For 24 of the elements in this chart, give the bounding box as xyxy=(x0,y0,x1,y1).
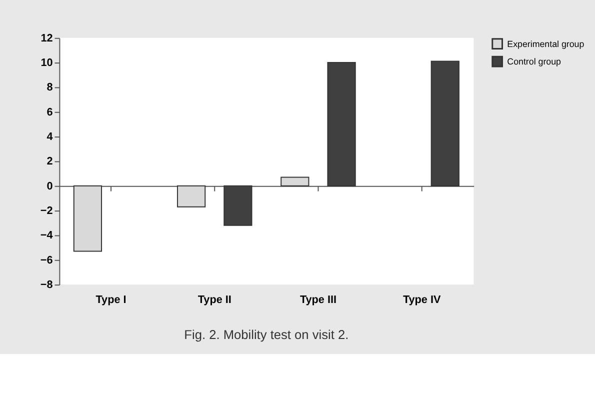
y-tick-label: 4 xyxy=(46,131,53,143)
y-tick-label: 2 xyxy=(46,156,53,168)
bar xyxy=(430,60,460,186)
bar xyxy=(280,176,310,186)
y-tick-label: −8 xyxy=(40,279,53,292)
y-tick-label: −4 xyxy=(40,230,53,242)
y-tick-label: −2 xyxy=(40,205,53,218)
bar xyxy=(327,62,356,186)
bar xyxy=(73,185,102,252)
x-tick-label: Type I xyxy=(96,294,126,306)
legend-label: Experimental group xyxy=(507,38,584,49)
caption: Fig. 2. Mobility test on visit 2. xyxy=(184,326,349,342)
bar xyxy=(176,185,206,208)
x-tick-label: Type IV xyxy=(402,294,442,306)
y-tick-label: 8 xyxy=(46,82,53,94)
legend-label: Control group xyxy=(507,56,562,67)
x-tick-label: Type II xyxy=(198,294,232,306)
y-tick-label: −6 xyxy=(40,254,53,266)
y-tick-label: 12 xyxy=(40,32,53,44)
y-tick-label: 6 xyxy=(46,106,53,118)
bar xyxy=(224,185,252,226)
y-tick-label: 0 xyxy=(46,180,53,192)
y-tick-label: 10 xyxy=(40,56,53,69)
x-tick-label: Type III xyxy=(300,294,337,306)
